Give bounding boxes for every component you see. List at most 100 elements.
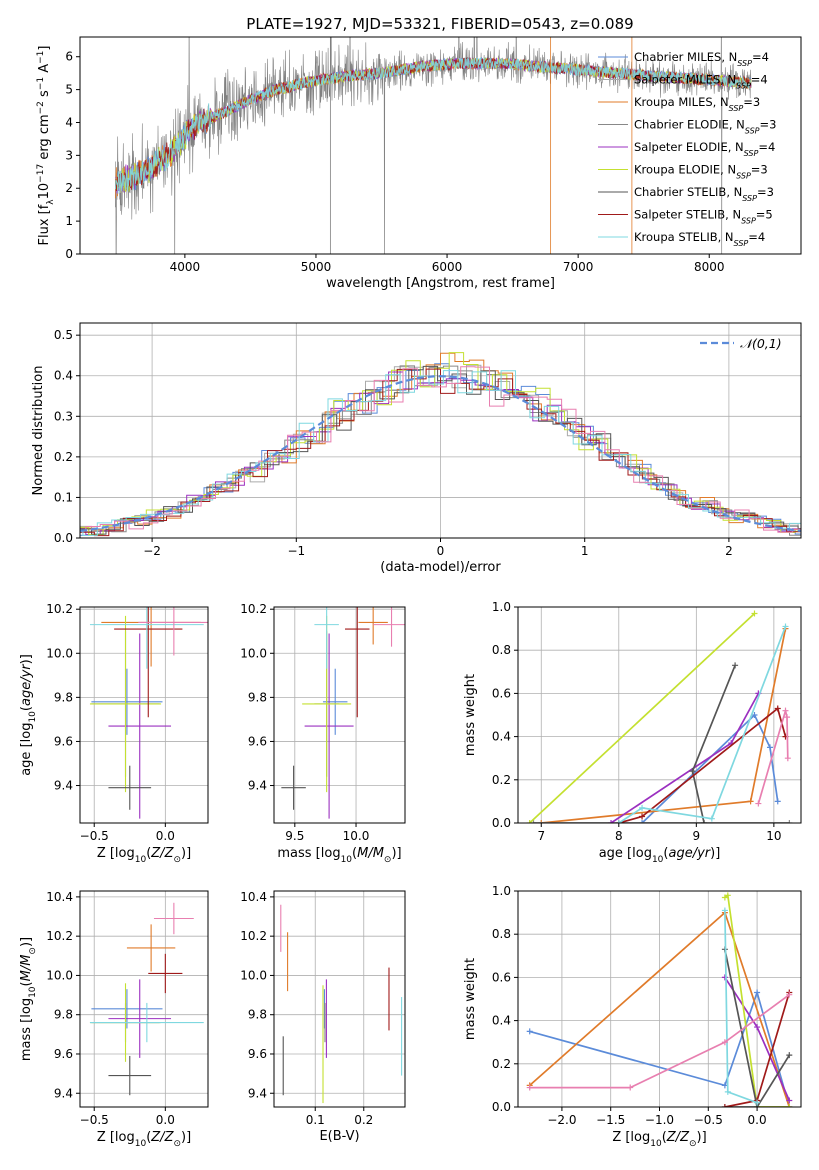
- data-point: [538, 820, 545, 823]
- y-tick-label: 0.3: [54, 409, 73, 423]
- data-point: [786, 1104, 793, 1107]
- label-part: −1: [36, 51, 46, 64]
- label-part: age/yr: [19, 663, 34, 706]
- age_vs_mass-plot-area: [274, 607, 405, 823]
- y-tick-label: 9.6: [54, 734, 73, 748]
- data-point: [701, 820, 708, 823]
- data-point: [754, 989, 761, 996]
- y-tick-label: 10.2: [46, 602, 73, 616]
- y-tick-label: 9.8: [248, 1008, 267, 1022]
- legend-entry: 𝒩(0,1): [740, 336, 782, 351]
- x-tick-label: −1.0: [645, 1113, 674, 1127]
- label-part: ⊙: [28, 947, 38, 955]
- y-tick-label: 9.4: [248, 1086, 267, 1100]
- data-point: [754, 1099, 761, 1106]
- label-part: (: [146, 846, 151, 861]
- legend-suffix: =3: [743, 95, 760, 109]
- spectrum-plot-area: [114, 37, 752, 254]
- label-part: ⊙: [384, 855, 392, 865]
- x-tick-label: −0.5: [80, 829, 109, 843]
- x-axis-label: Z [log10(Z/Z⊙)]: [612, 1130, 706, 1149]
- label-part: )]: [19, 654, 34, 664]
- mass_vs_Z-frame: [79, 890, 209, 1108]
- x-tick-label: 8000: [694, 260, 725, 274]
- legend-sub: SSP: [734, 239, 749, 248]
- y-tick-label: 1: [65, 214, 73, 228]
- histogram-step: [80, 366, 801, 533]
- x-axis-label: Z [log10(Z/Z⊙)]: [97, 846, 191, 865]
- data-point: [526, 820, 533, 823]
- label-part: −17: [36, 164, 46, 183]
- label-part: 10: [28, 711, 38, 723]
- y-tick-label: 10.4: [240, 890, 267, 904]
- legend-sub: SSP: [736, 81, 751, 90]
- data-point: [774, 798, 781, 805]
- y-tick-label: 4: [65, 115, 73, 129]
- legend-text: Kroupa STELIB, N: [634, 230, 734, 244]
- data-point: [774, 705, 781, 712]
- data-point: [786, 820, 793, 823]
- legend-text: Kroupa MILES, N: [634, 95, 729, 109]
- data-point: [724, 1088, 731, 1095]
- y-tick-label: 0.2: [54, 450, 73, 464]
- y-tick-label: 9.4: [54, 1086, 73, 1100]
- y-tick-label: 10.0: [46, 646, 73, 660]
- data-point: [766, 744, 773, 751]
- y-tick-label: 10.0: [46, 968, 73, 982]
- figure-title: PLATE=1927, MJD=53321, FIBERID=0543, z=0…: [246, 15, 633, 33]
- x-tick-label: 9: [693, 829, 701, 843]
- series-line: [529, 612, 756, 823]
- x-tick-label: 0.0: [748, 1113, 767, 1127]
- y-tick-label: 9.4: [54, 779, 73, 793]
- legend-sub: SSP: [742, 194, 757, 203]
- legend-text: Salpeter STELIB, N: [634, 208, 741, 222]
- y-tick-label: 0.6: [492, 970, 511, 984]
- data-point: [784, 714, 791, 721]
- mass_vs_ebv-axes: 0.1 0.2 9.4 9.6 9.8 10.0 10.2 10.4 E(B-V): [240, 890, 406, 1144]
- data-point: [721, 1039, 728, 1046]
- label-part: M/M: [19, 955, 34, 982]
- legend-entry: Chabrier STELIB, NSSP=3: [634, 185, 774, 203]
- label-part: (: [146, 1130, 151, 1145]
- label-part: )]: [181, 1130, 191, 1145]
- label-part: (: [19, 981, 34, 986]
- legend-entry: Chabrier ELODIE, NSSP=3: [634, 118, 776, 136]
- label-part: mass [log: [277, 846, 340, 861]
- label-part: Z/Z: [666, 1130, 690, 1145]
- y-tick-label: 9.8: [54, 690, 73, 704]
- y-tick-label: 3: [65, 148, 73, 162]
- label-part: 10: [37, 183, 52, 200]
- label-part: −1: [36, 77, 46, 90]
- spectrum-axes: 4000 5000 6000 7000 8000 0 1 2 3 4 5 6 wavelength [A…: [36, 36, 802, 291]
- mass_vs_ebv-frame: [273, 890, 406, 1108]
- data-point: [526, 1028, 533, 1035]
- label-part: 10: [650, 1139, 662, 1149]
- x-tick-label: 10: [766, 829, 781, 843]
- x-tick-label: −2.0: [547, 1113, 576, 1127]
- x-axis-label: (data-model)/error: [380, 560, 501, 575]
- x-axis-label: wavelength [Angstrom, rest frame]: [326, 276, 555, 291]
- y-tick-label: 0.2: [492, 1057, 511, 1071]
- x-axis-label: age [log10(age/yr)]: [599, 846, 721, 865]
- series-line: [724, 893, 790, 1107]
- x-tick-label: 10.0: [343, 829, 370, 843]
- label-part: A: [37, 64, 52, 77]
- legend-suffix: =3: [751, 163, 768, 177]
- x-axis-label: Z [log10(Z/Z⊙)]: [97, 1130, 191, 1149]
- y-tick-label: 0.0: [492, 816, 511, 830]
- data-point: [689, 768, 696, 775]
- legend-suffix: =3: [760, 118, 777, 132]
- legend-sub: SSP: [736, 171, 751, 180]
- x-tick-label: 9.5: [285, 829, 304, 843]
- label-part: )]: [19, 937, 34, 947]
- y-tick-label: 0.0: [492, 1100, 511, 1114]
- data-point: [708, 815, 715, 822]
- y-tick-label: 10.0: [240, 646, 267, 660]
- label-part: )]: [391, 846, 401, 861]
- data-point: [755, 800, 762, 807]
- legend-entry: Kroupa STELIB, NSSP=4: [634, 230, 765, 248]
- legend-sub: SSP: [741, 216, 756, 225]
- label-part: (: [663, 846, 668, 861]
- x-tick-label: 0.0: [156, 829, 175, 843]
